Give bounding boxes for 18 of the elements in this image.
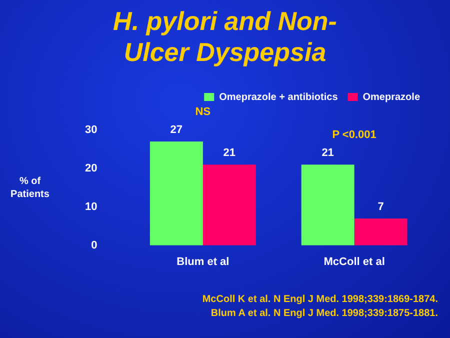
data-label: 7 bbox=[378, 201, 384, 214]
data-label: 21 bbox=[322, 147, 334, 160]
data-label: 21 bbox=[223, 147, 236, 160]
legend-label: Omeprazole bbox=[362, 92, 420, 103]
y-axis-title: % of Patients bbox=[10, 176, 50, 200]
legend-label: Omeprazole + antibiotics bbox=[219, 92, 338, 103]
x-tick-label: Blum et al bbox=[176, 256, 230, 268]
y-tick-label: 20 bbox=[84, 162, 98, 174]
y-tick-label: 0 bbox=[91, 239, 98, 252]
data-label: 27 bbox=[170, 124, 183, 136]
annotation: NS bbox=[195, 106, 211, 118]
text: Blum A et al. N Engl J Med. 1998;339:1875-1881. bbox=[210, 307, 438, 321]
y-tick-label: 10 bbox=[84, 200, 98, 213]
text: McColl K et al. N Engl J Med. 1998;339:1869-1874. bbox=[202, 293, 438, 307]
chart-title: H. pylori and Non-Ulcer Dyspepsia bbox=[112, 6, 338, 68]
x-tick-label: McColl et al bbox=[324, 256, 385, 268]
y-tick-label: 30 bbox=[84, 124, 98, 136]
annotation: P <0.001 bbox=[332, 129, 376, 142]
